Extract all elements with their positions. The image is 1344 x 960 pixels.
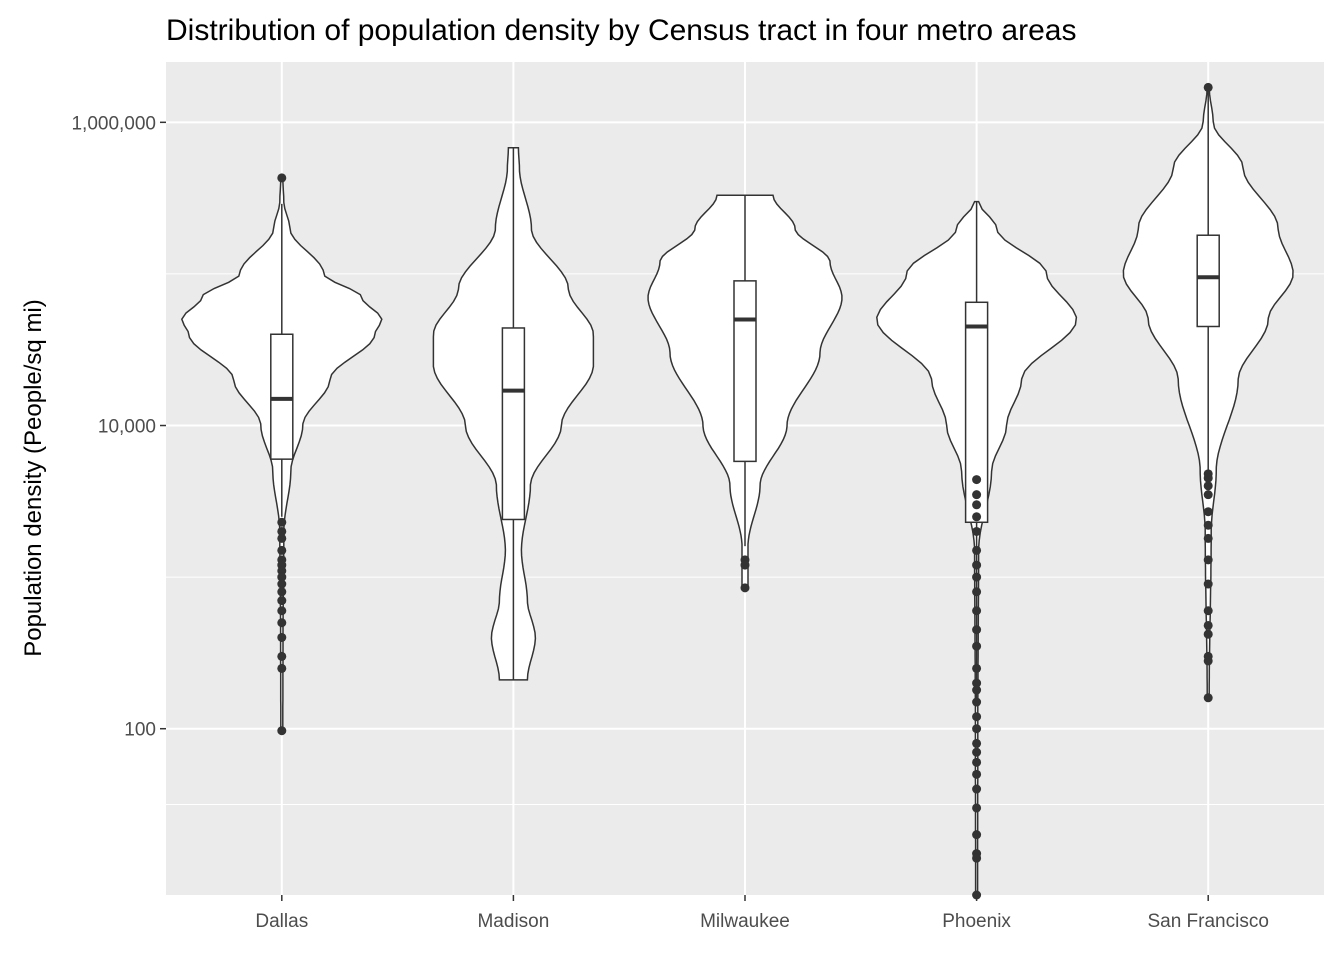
outlier-point xyxy=(1203,481,1213,491)
outlier-point xyxy=(740,583,750,593)
outlier-point xyxy=(1203,555,1213,565)
box-iqr xyxy=(1196,234,1220,328)
outlier-point xyxy=(972,545,982,555)
outlier-point xyxy=(1203,533,1213,543)
violin-group xyxy=(647,194,843,593)
outlier-point xyxy=(972,678,982,688)
outlier-point xyxy=(972,757,982,767)
outlier-point xyxy=(972,724,982,734)
box-iqr xyxy=(733,280,757,463)
outlier-point xyxy=(277,572,287,582)
outlier-point xyxy=(277,663,287,673)
outlier-point xyxy=(972,560,982,570)
outlier-point xyxy=(1203,693,1213,703)
outlier-point xyxy=(972,747,982,757)
outlier-point xyxy=(277,526,287,536)
outlier-point xyxy=(972,697,982,707)
x-tick-label: Phoenix xyxy=(942,911,1011,932)
outlier-point xyxy=(1203,507,1213,517)
outlier-point xyxy=(972,853,982,863)
outlier-point xyxy=(277,726,287,736)
outlier-point xyxy=(972,685,982,695)
x-tick-label: San Francisco xyxy=(1147,911,1268,932)
x-tick-label: Madison xyxy=(477,911,549,932)
outlier-point xyxy=(972,769,982,779)
outlier-point xyxy=(972,663,982,673)
outlier-point xyxy=(972,784,982,794)
y-tick-label: 100 xyxy=(124,720,156,741)
y-axis-label: Population density (People/sq mi) xyxy=(20,299,47,657)
outlier-point xyxy=(277,566,287,576)
outlier-point xyxy=(277,587,287,597)
outlier-point xyxy=(1203,606,1213,616)
outlier-point xyxy=(1203,490,1213,500)
outlier-point xyxy=(277,517,287,527)
outlier-point xyxy=(972,625,982,635)
outlier-point xyxy=(1203,82,1213,92)
box-iqr xyxy=(270,333,294,460)
violin-group xyxy=(1122,82,1294,703)
outlier-point xyxy=(972,641,982,651)
violin-group xyxy=(876,200,1078,900)
axes: 100 10,000 1,000,000 Dallas Madison Milwaukee… xyxy=(71,113,1268,932)
box-iqr xyxy=(501,327,526,521)
x-tick-label: Milwaukee xyxy=(700,911,790,932)
outlier-point xyxy=(972,712,982,722)
outlier-point xyxy=(277,632,287,642)
outlier-point xyxy=(277,173,287,183)
outlier-point xyxy=(277,533,287,543)
outlier-point xyxy=(277,618,287,628)
outlier-point xyxy=(972,830,982,840)
outlier-point xyxy=(277,579,287,589)
outlier-point xyxy=(1203,620,1213,630)
outlier-point xyxy=(277,606,287,616)
outlier-point xyxy=(972,475,982,485)
violin-group xyxy=(432,146,595,681)
x-tick-label: Dallas xyxy=(255,911,308,932)
outlier-point xyxy=(277,651,287,661)
outlier-point xyxy=(972,606,982,616)
outlier-point xyxy=(740,560,750,570)
chart-title: Distribution of population density by Ce… xyxy=(166,14,1076,47)
outlier-point xyxy=(277,596,287,606)
outlier-point xyxy=(972,738,982,748)
outlier-point xyxy=(1203,579,1213,589)
outlier-point xyxy=(972,803,982,813)
outlier-point xyxy=(1203,656,1213,666)
violin-group xyxy=(180,173,383,736)
outlier-point xyxy=(1203,629,1213,639)
outlier-point xyxy=(1203,473,1213,483)
outlier-point xyxy=(972,490,982,500)
y-tick-label: 1,000,000 xyxy=(71,113,156,134)
outlier-point xyxy=(972,512,982,522)
outlier-point xyxy=(1203,520,1213,530)
outlier-point xyxy=(972,572,982,582)
outlier-point xyxy=(277,545,287,555)
outlier-point xyxy=(972,500,982,510)
outlier-point xyxy=(972,587,982,597)
outlier-point xyxy=(972,526,982,536)
violins xyxy=(180,82,1294,900)
y-tick-label: 10,000 xyxy=(98,417,156,438)
box-iqr xyxy=(964,301,989,524)
